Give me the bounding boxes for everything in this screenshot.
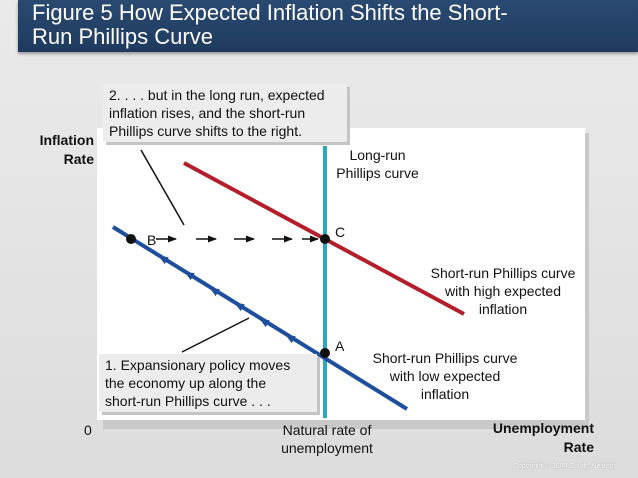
movement-arrows-along-curve [158,255,300,344]
title-bar [18,0,638,52]
point-c-label: C [335,224,346,240]
short-run-high-label: Short-run Phillips curve with high expec… [430,265,576,317]
note1-pointer [181,317,250,353]
copyright: Copyright © 2004 South-Western [512,463,616,470]
point-a-label: A [335,338,345,354]
origin-label: 0 [84,422,92,438]
point-a-dot [320,348,330,358]
y-axis-label: Inflation Rate [39,132,94,167]
point-b-label: B [147,232,157,248]
note-1: 1. Expansionary policy moves the economy… [99,354,317,412]
figure-title: Figure 5 How Expected Inflation Shifts t… [32,0,508,49]
note-2: 2. . . . but in the long run, expected i… [103,84,347,142]
point-b-dot [126,234,136,244]
point-c-dot [320,234,330,244]
note2-pointer [140,149,185,226]
natural-rate-label: Natural rate of unemployment [281,422,373,456]
short-run-low-label: Short-run Phillips curve with low expect… [372,350,518,402]
x-axis-label: Unemployment Rate [492,420,594,455]
long-run-curve-label: Long-run Phillips curve [336,147,419,181]
